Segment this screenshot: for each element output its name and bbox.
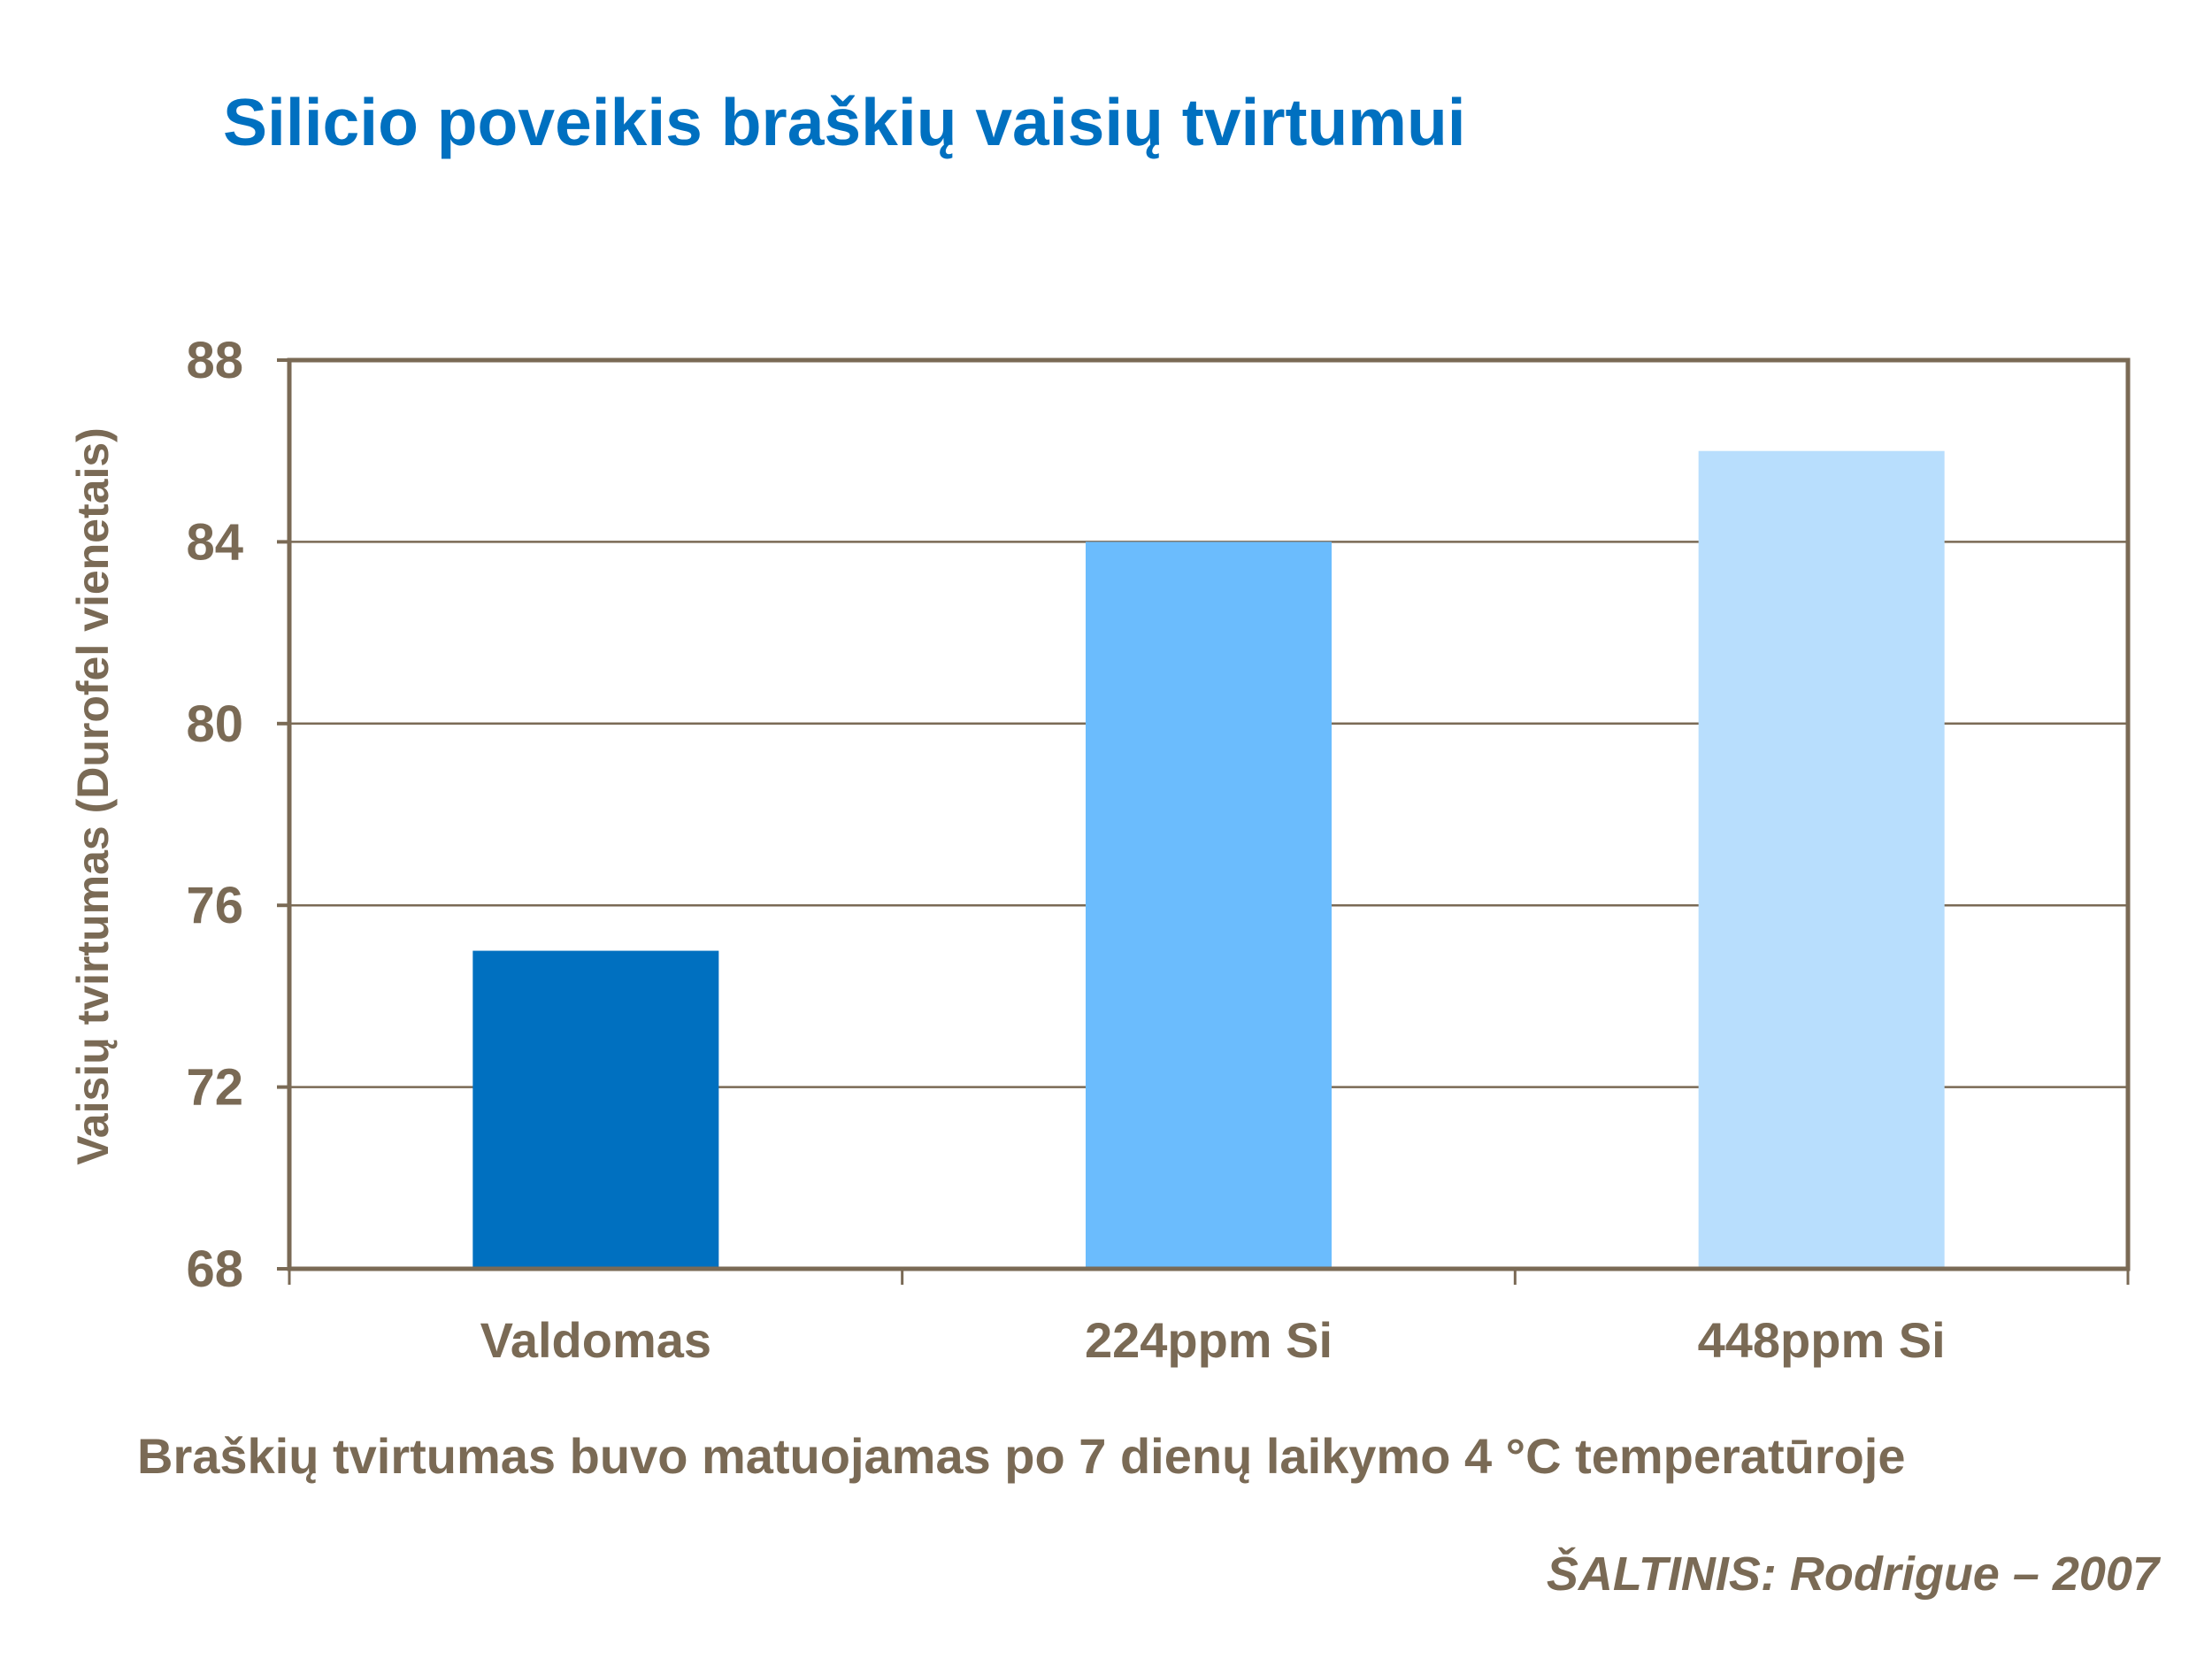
y-tick-label: 72 [186, 1059, 243, 1117]
x-category-label: 448ppm Si [1698, 1312, 1946, 1368]
y-axis-label: Vaisių tvirtumas (Durofel vienetais) [68, 427, 118, 1165]
y-tick-label: 68 [186, 1240, 243, 1298]
plot-frame [287, 357, 2131, 1271]
chart-title: Silicio poveikis braškių vaisių tvirtumu… [223, 85, 1466, 159]
x-category-label: 224ppm Si [1085, 1312, 1333, 1368]
bar-3 [1698, 450, 1945, 1269]
source-citation: ŠALTINIS: Rodrigue – 2007 [1546, 1548, 2159, 1601]
bar-2 [1086, 541, 1332, 1269]
y-tick-label: 80 [186, 695, 243, 753]
measurement-note: Braškių tvirtumas buvo matuojamas po 7 d… [137, 1428, 1906, 1484]
bar-1 [472, 950, 719, 1269]
bars [472, 450, 1945, 1269]
axes: 68 72 76 80 84 88 Valdomas 224ppm Si 448ppm Si [186, 332, 2130, 1368]
y-tick-label: 76 [186, 877, 243, 934]
bar-chart: 68 72 76 80 84 88 Valdomas 224ppm Si 448ppm Si V… [68, 332, 2131, 1368]
y-tick-label: 84 [186, 513, 243, 571]
x-category-label: Valdomas [480, 1312, 711, 1368]
y-tick-label: 88 [186, 332, 243, 389]
